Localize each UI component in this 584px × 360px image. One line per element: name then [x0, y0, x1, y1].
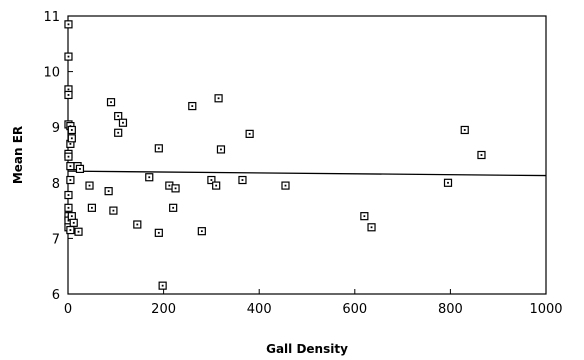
data-point-center	[148, 176, 151, 179]
data-point-center	[117, 115, 120, 117]
data-point-center	[447, 181, 449, 184]
data-point-center	[161, 284, 164, 287]
x-tick-label: 1000	[529, 302, 562, 317]
data-point-center	[67, 219, 70, 222]
x-tick-label: 800	[438, 302, 463, 317]
trend-line	[67, 170, 547, 177]
data-point-center	[284, 184, 287, 187]
data-point-center	[191, 105, 194, 107]
data-point-center	[200, 230, 203, 233]
data-point-center	[70, 129, 73, 131]
data-point-center	[67, 206, 70, 209]
data-point-center	[67, 88, 70, 91]
data-point-center	[67, 23, 70, 26]
data-point-center	[370, 226, 373, 229]
data-point-center	[248, 132, 251, 135]
y-axis-title: Mean ER	[11, 126, 25, 184]
data-point-center	[69, 142, 72, 145]
y-tick-label: 6	[52, 288, 60, 303]
data-point-center	[67, 194, 70, 196]
data-point-center	[77, 230, 80, 233]
data-point-center	[91, 206, 93, 209]
data-point-center	[69, 165, 72, 168]
data-point-center	[110, 101, 112, 104]
data-point-center	[69, 229, 72, 231]
y-tick-label: 10	[43, 66, 60, 81]
data-point-center	[168, 184, 171, 187]
x-tick-label: 600	[342, 302, 367, 317]
data-point-center	[157, 231, 160, 234]
data-point-center	[363, 215, 366, 218]
y-tick-label: 11	[43, 10, 60, 25]
data-point-center	[67, 155, 70, 158]
y-tick-label: 8	[52, 177, 60, 192]
tick-labels: 0 200 400 600 800 1000 6 7 8 9 10 11	[43, 10, 562, 317]
data-point-center	[69, 179, 72, 181]
x-tick-label: 400	[247, 302, 272, 317]
x-axis-title: Gall Density	[266, 342, 348, 356]
data-point-center	[107, 190, 110, 193]
data-point-center	[172, 206, 175, 209]
data-point-center	[136, 223, 139, 226]
x-tick-label: 200	[151, 302, 176, 317]
data-point-center	[480, 154, 483, 156]
data-point-center	[112, 209, 115, 212]
data-point-center	[67, 94, 70, 96]
data-point-center	[122, 121, 124, 124]
data-point-center	[463, 129, 466, 131]
data-point-center	[220, 148, 222, 151]
data-point-center	[117, 131, 120, 134]
data-point-center	[215, 184, 218, 187]
data-point-center	[72, 221, 75, 224]
axis-ticks	[67, 15, 547, 295]
x-tick-label: 0	[64, 302, 72, 317]
data-point-center	[157, 147, 160, 150]
data-point-center	[217, 97, 220, 100]
data-points	[64, 20, 486, 290]
data-point-center	[241, 179, 244, 181]
data-point-center	[88, 184, 91, 187]
plot-frame	[67, 15, 547, 295]
data-point-center	[174, 187, 177, 190]
data-point-center	[70, 215, 73, 218]
y-tick-label: 9	[52, 121, 60, 136]
y-tick-label: 7	[52, 232, 60, 247]
data-point-center	[67, 55, 70, 58]
data-point-center	[70, 137, 73, 140]
data-point-center	[79, 168, 81, 170]
data-point-center	[210, 179, 213, 181]
